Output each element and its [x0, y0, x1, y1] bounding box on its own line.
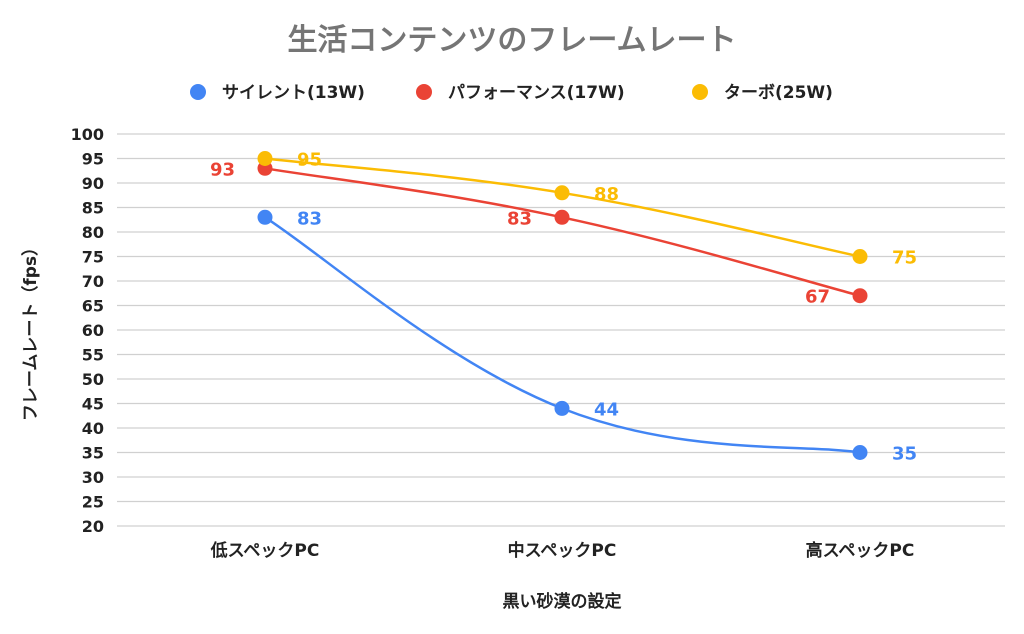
data-label: 83 — [297, 208, 322, 229]
y-axis-label: フレームレート（fps） — [20, 239, 41, 421]
y-axis-ticks: 20 25 30 35 40 45 50 55 60 65 70 75 80 85 90 95 100 — [71, 125, 104, 536]
y-tick-label: 95 — [82, 150, 104, 169]
y-tick-label: 75 — [82, 248, 104, 267]
legend-marker — [190, 84, 206, 100]
x-tick-label: 高スペックPC — [806, 540, 915, 561]
x-tick-label: 低スペックPC — [210, 540, 320, 561]
series-group: 95 88 75 — [257, 150, 917, 269]
data-label: 83 — [507, 208, 532, 229]
legend-marker — [416, 84, 432, 100]
y-tick-label: 65 — [82, 297, 104, 316]
data-label: 95 — [297, 150, 322, 171]
y-tick-label: 80 — [82, 223, 104, 242]
data-point — [554, 185, 570, 201]
y-tick-label: 70 — [82, 272, 104, 291]
series-group: 83 44 35 — [257, 208, 917, 465]
y-tick-label: 60 — [82, 321, 104, 340]
series-group: 93 83 67 — [210, 159, 868, 308]
y-tick-label: 90 — [82, 174, 104, 193]
series-lines: 83 44 35 93 83 67 95 88 75 — [210, 150, 917, 465]
data-point — [257, 209, 273, 225]
y-tick-label: 20 — [82, 517, 104, 536]
y-tick-label: 35 — [82, 444, 104, 463]
y-tick-label: 50 — [82, 370, 104, 389]
legend-label: パフォーマンス(17W) — [448, 83, 625, 103]
y-tick-label: 40 — [82, 419, 104, 438]
legend-label: サイレント(13W) — [222, 83, 365, 103]
data-label: 88 — [594, 184, 619, 205]
y-tick-label: 85 — [82, 199, 104, 218]
legend: サイレント(13W) パフォーマンス(17W) ターボ(25W) — [190, 83, 833, 103]
x-axis-ticks: 低スペックPC 中スペックPC 高スペックPC — [210, 540, 915, 561]
legend-marker — [692, 84, 708, 100]
y-tick-label: 30 — [82, 468, 104, 487]
x-axis-label: 黒い砂漠の設定 — [503, 591, 622, 612]
data-label: 35 — [892, 444, 917, 465]
data-point — [852, 288, 868, 304]
x-tick-label: 中スペックPC — [508, 540, 617, 561]
data-point — [554, 400, 570, 416]
data-label: 67 — [805, 287, 830, 308]
data-label: 93 — [210, 159, 235, 180]
y-tick-label: 25 — [82, 493, 104, 512]
data-label: 44 — [594, 399, 619, 420]
data-point — [554, 209, 570, 225]
data-label: 75 — [892, 248, 917, 269]
legend-label: ターボ(25W) — [724, 83, 833, 103]
chart-title: 生活コンテンツのフレームレート — [287, 23, 736, 58]
data-point — [852, 249, 868, 264]
data-point — [257, 151, 273, 166]
series-line — [264, 216, 861, 454]
y-tick-label: 100 — [71, 125, 104, 144]
data-point — [852, 445, 868, 460]
y-tick-label: 55 — [82, 346, 104, 365]
y-tick-label: 45 — [82, 395, 104, 414]
